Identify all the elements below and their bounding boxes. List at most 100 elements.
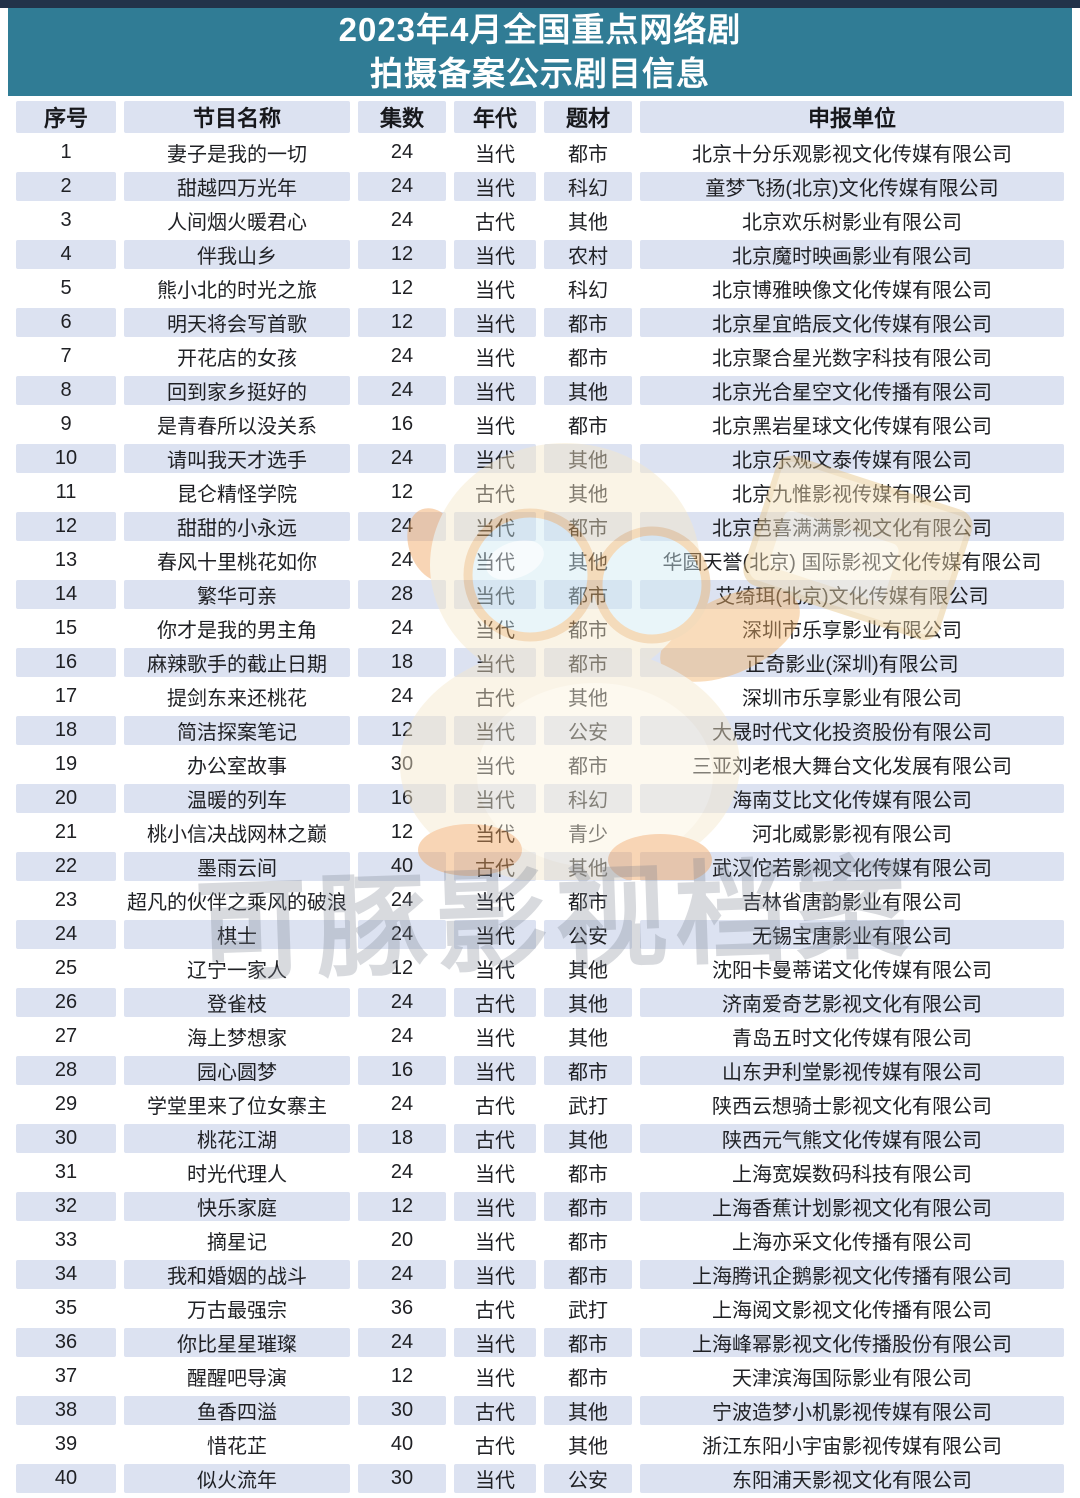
table-row: 31 时光代理人 24 当代 都市 上海宽娱数码科技有限公司 [16, 1158, 1064, 1187]
cell-no: 32 [16, 1192, 116, 1221]
cell-title: 醒醒吧导演 [124, 1362, 350, 1391]
cell-no: 33 [16, 1226, 116, 1255]
cell-title: 辽宁一家人 [124, 954, 350, 983]
table-row: 20 温暖的列车 16 当代 科幻 海南艾比文化传媒有限公司 [16, 784, 1064, 813]
table-row: 21 桃小信决战网林之巅 12 当代 青少 河北威影影视有限公司 [16, 818, 1064, 847]
cell-era: 当代 [454, 1056, 536, 1085]
cell-title: 登雀枝 [124, 988, 350, 1017]
cell-era: 古代 [454, 1430, 536, 1459]
cell-era: 当代 [454, 138, 536, 167]
table-row: 9 是青春所以没关系 16 当代 都市 北京黑岩星球文化传媒有限公司 [16, 410, 1064, 439]
cell-era: 当代 [454, 750, 536, 779]
cell-episodes: 24 [358, 1022, 446, 1051]
cell-title: 海上梦想家 [124, 1022, 350, 1051]
cell-episodes: 24 [358, 920, 446, 949]
table-row: 3 人间烟火暖君心 24 古代 其他 北京欢乐树影业有限公司 [16, 206, 1064, 235]
header-title: 节目名称 [124, 101, 350, 133]
cell-episodes: 24 [358, 682, 446, 711]
cell-no: 20 [16, 784, 116, 813]
cell-company: 童梦飞扬(北京)文化传媒有限公司 [640, 172, 1064, 201]
cell-title: 提剑东来还桃花 [124, 682, 350, 711]
cell-episodes: 24 [358, 1158, 446, 1187]
cell-company: 上海腾讯企鹅影视文化传播有限公司 [640, 1260, 1064, 1289]
header-episodes: 集数 [358, 101, 446, 133]
cell-no: 13 [16, 546, 116, 575]
cell-title: 简洁探案笔记 [124, 716, 350, 745]
cell-title: 桃花江湖 [124, 1124, 350, 1153]
cell-title: 开花店的女孩 [124, 342, 350, 371]
cell-title: 麻辣歌手的截止日期 [124, 648, 350, 677]
cell-era: 当代 [454, 342, 536, 371]
cell-no: 6 [16, 308, 116, 337]
cell-title: 是青春所以没关系 [124, 410, 350, 439]
cell-episodes: 16 [358, 1056, 446, 1085]
cell-company: 上海峰幂影视文化传播股份有限公司 [640, 1328, 1064, 1357]
cell-genre: 其他 [544, 682, 632, 711]
cell-company: 北京芭喜满满影视文化有限公司 [640, 512, 1064, 541]
cell-company: 上海宽娱数码科技有限公司 [640, 1158, 1064, 1187]
cell-era: 古代 [454, 988, 536, 1017]
table-row: 4 伴我山乡 12 当代 农村 北京魔时映画影业有限公司 [16, 240, 1064, 269]
table-row: 34 我和婚姻的战斗 24 当代 都市 上海腾讯企鹅影视文化传播有限公司 [16, 1260, 1064, 1289]
cell-genre: 其他 [544, 1430, 632, 1459]
cell-era: 当代 [454, 716, 536, 745]
cell-era: 古代 [454, 1124, 536, 1153]
cell-no: 23 [16, 886, 116, 915]
cell-company: 深圳市乐享影业有限公司 [640, 614, 1064, 643]
cell-no: 7 [16, 342, 116, 371]
cell-company: 北京博雅映像文化传媒有限公司 [640, 274, 1064, 303]
cell-episodes: 12 [358, 240, 446, 269]
cell-no: 9 [16, 410, 116, 439]
cell-genre: 其他 [544, 376, 632, 405]
cell-no: 40 [16, 1464, 116, 1493]
table-row: 35 万古最强宗 36 古代 武打 上海阅文影视文化传播有限公司 [16, 1294, 1064, 1323]
cell-title: 妻子是我的一切 [124, 138, 350, 167]
cell-company: 华圆天誉(北京) 国际影视文化传媒有限公司 [640, 546, 1064, 575]
cell-no: 19 [16, 750, 116, 779]
table-row: 24 棋士 24 当代 公安 无锡宝唐影业有限公司 [16, 920, 1064, 949]
cell-genre: 武打 [544, 1294, 632, 1323]
header-company: 申报单位 [640, 101, 1064, 133]
cell-company: 北京聚合星光数字科技有限公司 [640, 342, 1064, 371]
cell-episodes: 12 [358, 1192, 446, 1221]
cell-genre: 其他 [544, 1396, 632, 1425]
cell-episodes: 24 [358, 1260, 446, 1289]
table-row: 40 似火流年 30 当代 公安 东阳浦天影视文化有限公司 [16, 1464, 1064, 1493]
cell-episodes: 24 [358, 546, 446, 575]
cell-genre: 其他 [544, 1124, 632, 1153]
cell-company: 吉林省唐韵影业有限公司 [640, 886, 1064, 915]
cell-title: 温暖的列车 [124, 784, 350, 813]
cell-no: 17 [16, 682, 116, 711]
cell-no: 30 [16, 1124, 116, 1153]
cell-era: 当代 [454, 784, 536, 813]
cell-era: 当代 [454, 444, 536, 473]
table-row: 5 熊小北的时光之旅 12 当代 科幻 北京博雅映像文化传媒有限公司 [16, 274, 1064, 303]
table-row: 13 春风十里桃花如你 24 当代 其他 华圆天誉(北京) 国际影视文化传媒有限公司 [16, 546, 1064, 575]
cell-company: 北京光合星空文化传播有限公司 [640, 376, 1064, 405]
table-row: 6 明天将会写首歌 12 当代 都市 北京星宜皓辰文化传媒有限公司 [16, 308, 1064, 337]
table-row: 36 你比星星璀璨 24 当代 都市 上海峰幂影视文化传播股份有限公司 [16, 1328, 1064, 1357]
cell-era: 当代 [454, 546, 536, 575]
cell-no: 10 [16, 444, 116, 473]
cell-no: 15 [16, 614, 116, 643]
cell-episodes: 12 [358, 716, 446, 745]
cell-genre: 其他 [544, 546, 632, 575]
cell-title: 快乐家庭 [124, 1192, 350, 1221]
cell-era: 当代 [454, 1260, 536, 1289]
table-row: 16 麻辣歌手的截止日期 18 当代 都市 正奇影业(深圳)有限公司 [16, 648, 1064, 677]
cell-genre: 科幻 [544, 172, 632, 201]
cell-era: 当代 [454, 580, 536, 609]
cell-episodes: 30 [358, 1396, 446, 1425]
cell-no: 2 [16, 172, 116, 201]
cell-genre: 都市 [544, 750, 632, 779]
cell-era: 当代 [454, 1158, 536, 1187]
cell-era: 当代 [454, 648, 536, 677]
cell-genre: 其他 [544, 1022, 632, 1051]
cell-company: 河北威影影视有限公司 [640, 818, 1064, 847]
cell-company: 武汉佗若影视文化传媒有限公司 [640, 852, 1064, 881]
cell-genre: 都市 [544, 308, 632, 337]
cell-company: 北京十分乐观影视文化传媒有限公司 [640, 138, 1064, 167]
cell-no: 28 [16, 1056, 116, 1085]
cell-episodes: 12 [358, 954, 446, 983]
table-row: 1 妻子是我的一切 24 当代 都市 北京十分乐观影视文化传媒有限公司 [16, 138, 1064, 167]
